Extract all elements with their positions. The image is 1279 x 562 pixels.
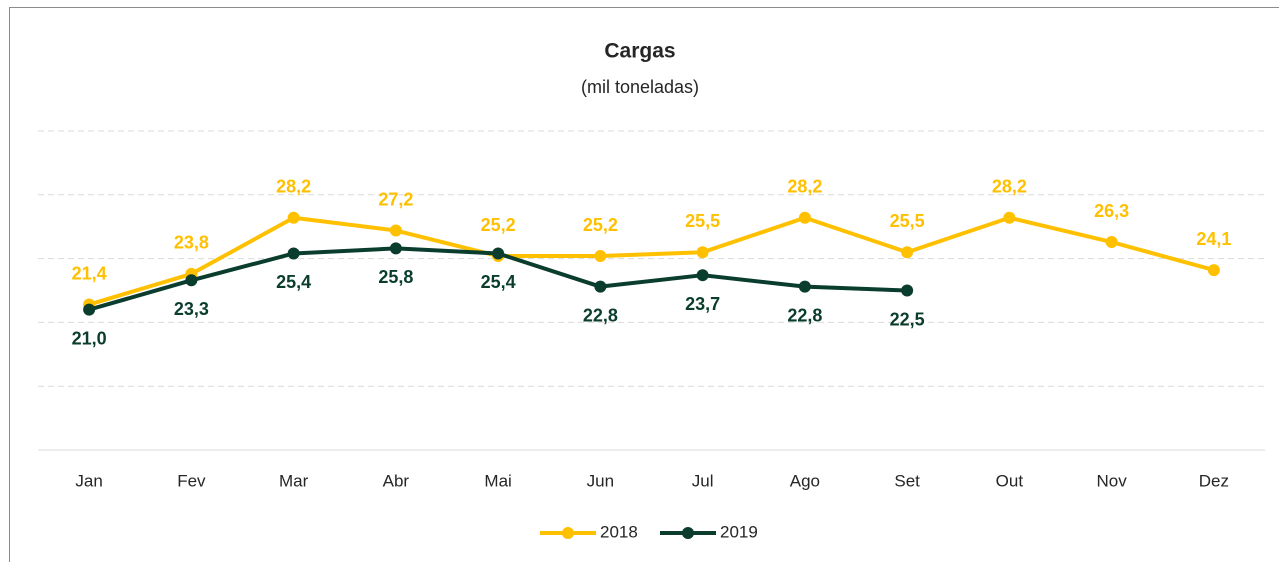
data-label: 23,8 xyxy=(174,233,209,253)
data-label: 25,5 xyxy=(890,211,925,231)
x-tick-label: Set xyxy=(894,471,920,490)
legend-label: 2019 xyxy=(720,522,758,541)
legend-marker xyxy=(562,527,574,539)
x-tick-label: Mar xyxy=(279,471,309,490)
x-tick-label: Mai xyxy=(484,471,511,490)
x-tick-label: Out xyxy=(996,471,1024,490)
data-label: 22,5 xyxy=(890,309,925,329)
point xyxy=(594,250,607,263)
point xyxy=(696,246,709,259)
x-tick-label: Nov xyxy=(1097,471,1128,490)
point xyxy=(594,280,607,293)
point xyxy=(287,247,300,260)
point xyxy=(287,211,300,224)
data-label: 25,2 xyxy=(583,215,618,235)
point xyxy=(901,284,914,297)
data-label: 23,3 xyxy=(174,299,209,319)
data-label: 25,4 xyxy=(481,272,516,292)
x-tick-label: Fev xyxy=(177,471,206,490)
legend-label: 2018 xyxy=(600,522,638,541)
x-tick-label: Jul xyxy=(692,471,714,490)
data-label: 25,5 xyxy=(685,211,720,231)
point xyxy=(696,269,709,282)
data-label: 25,8 xyxy=(378,267,413,287)
data-label: 21,0 xyxy=(72,328,107,348)
data-label: 22,8 xyxy=(787,305,822,325)
chart-border xyxy=(9,7,1279,562)
point xyxy=(798,280,811,293)
point xyxy=(798,211,811,224)
point xyxy=(901,246,914,259)
x-tick-label: Abr xyxy=(383,471,410,490)
x-tick-label: Jan xyxy=(75,471,102,490)
data-label: 25,2 xyxy=(481,215,516,235)
data-label: 26,3 xyxy=(1094,201,1129,221)
data-label: 28,2 xyxy=(992,177,1027,197)
legend-marker xyxy=(682,527,694,539)
point xyxy=(1105,236,1118,249)
chart-subtitle: (mil toneladas) xyxy=(581,77,699,97)
data-label: 28,2 xyxy=(276,177,311,197)
point xyxy=(83,303,96,316)
point xyxy=(389,242,402,255)
x-tick-label: Ago xyxy=(790,471,820,490)
data-label: 24,1 xyxy=(1196,229,1231,249)
point xyxy=(492,247,505,260)
data-label: 28,2 xyxy=(787,177,822,197)
data-label: 27,2 xyxy=(378,189,413,209)
data-label: 23,7 xyxy=(685,294,720,314)
x-tick-label: Dez xyxy=(1199,471,1229,490)
x-tick-label: Jun xyxy=(587,471,614,490)
chart-title: Cargas xyxy=(604,40,675,63)
data-label: 21,4 xyxy=(72,263,107,283)
point xyxy=(1003,211,1016,224)
point xyxy=(389,224,402,237)
data-label: 22,8 xyxy=(583,305,618,325)
series-line xyxy=(88,215,1215,307)
point xyxy=(185,274,198,287)
point xyxy=(1207,264,1220,277)
data-label: 25,4 xyxy=(276,272,311,292)
